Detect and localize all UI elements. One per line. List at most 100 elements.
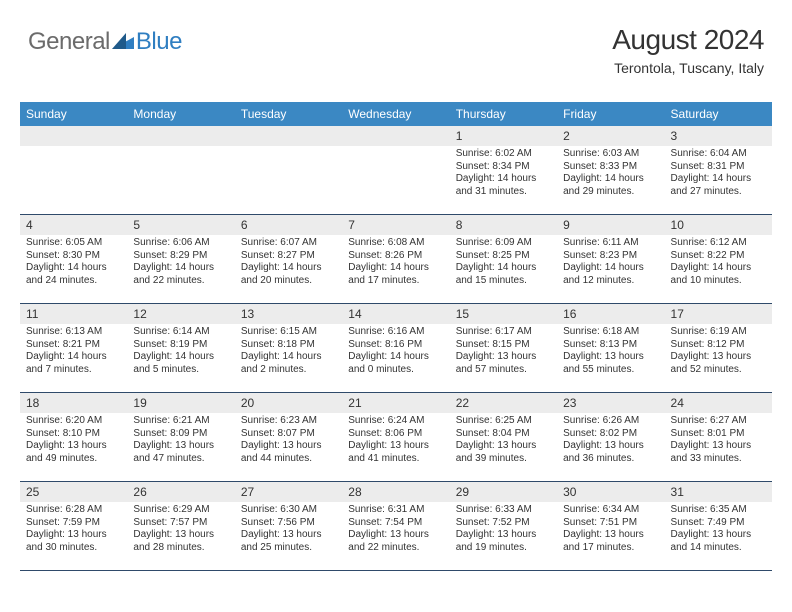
sunset-text: Sunset: 8:22 PM [671, 250, 766, 263]
sunrise-text: Sunrise: 6:33 AM [456, 504, 551, 517]
sunset-text: Sunset: 8:15 PM [456, 339, 551, 352]
day-number: 17 [665, 304, 772, 324]
dow-monday: Monday [127, 102, 234, 126]
sunrise-text: Sunrise: 6:21 AM [133, 415, 228, 428]
day-number [127, 126, 234, 146]
day-body: Sunrise: 6:07 AMSunset: 8:27 PMDaylight:… [235, 235, 342, 291]
daylight-text: Daylight: 14 hours and 27 minutes. [671, 173, 766, 198]
daylight-text: Daylight: 14 hours and 29 minutes. [563, 173, 658, 198]
day-body: Sunrise: 6:06 AMSunset: 8:29 PMDaylight:… [127, 235, 234, 291]
sunset-text: Sunset: 7:54 PM [348, 517, 443, 530]
location-subtitle: Terontola, Tuscany, Italy [612, 60, 764, 76]
day-body: Sunrise: 6:02 AMSunset: 8:34 PMDaylight:… [450, 146, 557, 202]
sunrise-text: Sunrise: 6:02 AM [456, 148, 551, 161]
calendar-day: 23Sunrise: 6:26 AMSunset: 8:02 PMDayligh… [557, 393, 664, 481]
calendar-day: 13Sunrise: 6:15 AMSunset: 8:18 PMDayligh… [235, 304, 342, 392]
sunrise-text: Sunrise: 6:25 AM [456, 415, 551, 428]
day-number: 14 [342, 304, 449, 324]
daylight-text: Daylight: 13 hours and 33 minutes. [671, 440, 766, 465]
day-number: 20 [235, 393, 342, 413]
day-body: Sunrise: 6:08 AMSunset: 8:26 PMDaylight:… [342, 235, 449, 291]
sunrise-text: Sunrise: 6:16 AM [348, 326, 443, 339]
sunrise-text: Sunrise: 6:15 AM [241, 326, 336, 339]
sunrise-text: Sunrise: 6:07 AM [241, 237, 336, 250]
sunrise-text: Sunrise: 6:11 AM [563, 237, 658, 250]
sunrise-text: Sunrise: 6:12 AM [671, 237, 766, 250]
calendar-day: 10Sunrise: 6:12 AMSunset: 8:22 PMDayligh… [665, 215, 772, 303]
daylight-text: Daylight: 13 hours and 39 minutes. [456, 440, 551, 465]
day-number: 4 [20, 215, 127, 235]
calendar-weeks: 1Sunrise: 6:02 AMSunset: 8:34 PMDaylight… [20, 126, 772, 571]
daylight-text: Daylight: 14 hours and 7 minutes. [26, 351, 121, 376]
day-number: 6 [235, 215, 342, 235]
calendar-day: 31Sunrise: 6:35 AMSunset: 7:49 PMDayligh… [665, 482, 772, 570]
calendar-day: 30Sunrise: 6:34 AMSunset: 7:51 PMDayligh… [557, 482, 664, 570]
day-body [235, 146, 342, 152]
sunset-text: Sunset: 7:56 PM [241, 517, 336, 530]
dow-friday: Friday [557, 102, 664, 126]
sunset-text: Sunset: 8:33 PM [563, 161, 658, 174]
sunrise-text: Sunrise: 6:04 AM [671, 148, 766, 161]
calendar-day: 29Sunrise: 6:33 AMSunset: 7:52 PMDayligh… [450, 482, 557, 570]
calendar-day [342, 126, 449, 214]
calendar-day: 18Sunrise: 6:20 AMSunset: 8:10 PMDayligh… [20, 393, 127, 481]
sunrise-text: Sunrise: 6:34 AM [563, 504, 658, 517]
day-number [235, 126, 342, 146]
sunset-text: Sunset: 8:09 PM [133, 428, 228, 441]
day-body [20, 146, 127, 152]
sunset-text: Sunset: 8:31 PM [671, 161, 766, 174]
day-number: 7 [342, 215, 449, 235]
day-body: Sunrise: 6:09 AMSunset: 8:25 PMDaylight:… [450, 235, 557, 291]
title-block: August 2024 Terontola, Tuscany, Italy [612, 24, 764, 76]
calendar-day: 5Sunrise: 6:06 AMSunset: 8:29 PMDaylight… [127, 215, 234, 303]
day-body: Sunrise: 6:13 AMSunset: 8:21 PMDaylight:… [20, 324, 127, 380]
day-number [342, 126, 449, 146]
dow-sunday: Sunday [20, 102, 127, 126]
sunset-text: Sunset: 8:25 PM [456, 250, 551, 263]
calendar-day: 21Sunrise: 6:24 AMSunset: 8:06 PMDayligh… [342, 393, 449, 481]
calendar-day: 15Sunrise: 6:17 AMSunset: 8:15 PMDayligh… [450, 304, 557, 392]
day-body: Sunrise: 6:03 AMSunset: 8:33 PMDaylight:… [557, 146, 664, 202]
day-number: 9 [557, 215, 664, 235]
day-body: Sunrise: 6:35 AMSunset: 7:49 PMDaylight:… [665, 502, 772, 558]
day-body: Sunrise: 6:15 AMSunset: 8:18 PMDaylight:… [235, 324, 342, 380]
day-number: 11 [20, 304, 127, 324]
day-number: 25 [20, 482, 127, 502]
day-body: Sunrise: 6:33 AMSunset: 7:52 PMDaylight:… [450, 502, 557, 558]
day-number: 1 [450, 126, 557, 146]
calendar-day: 27Sunrise: 6:30 AMSunset: 7:56 PMDayligh… [235, 482, 342, 570]
day-body: Sunrise: 6:05 AMSunset: 8:30 PMDaylight:… [20, 235, 127, 291]
day-body: Sunrise: 6:19 AMSunset: 8:12 PMDaylight:… [665, 324, 772, 380]
day-body: Sunrise: 6:20 AMSunset: 8:10 PMDaylight:… [20, 413, 127, 469]
calendar-day: 17Sunrise: 6:19 AMSunset: 8:12 PMDayligh… [665, 304, 772, 392]
day-number: 23 [557, 393, 664, 413]
day-number: 2 [557, 126, 664, 146]
daylight-text: Daylight: 13 hours and 19 minutes. [456, 529, 551, 554]
daylight-text: Daylight: 14 hours and 31 minutes. [456, 173, 551, 198]
day-body: Sunrise: 6:25 AMSunset: 8:04 PMDaylight:… [450, 413, 557, 469]
dow-saturday: Saturday [665, 102, 772, 126]
dow-wednesday: Wednesday [342, 102, 449, 126]
sunrise-text: Sunrise: 6:26 AM [563, 415, 658, 428]
calendar-day: 25Sunrise: 6:28 AMSunset: 7:59 PMDayligh… [20, 482, 127, 570]
calendar-day [235, 126, 342, 214]
day-number: 30 [557, 482, 664, 502]
calendar-day: 6Sunrise: 6:07 AMSunset: 8:27 PMDaylight… [235, 215, 342, 303]
sunrise-text: Sunrise: 6:29 AM [133, 504, 228, 517]
sunset-text: Sunset: 8:27 PM [241, 250, 336, 263]
calendar-day: 4Sunrise: 6:05 AMSunset: 8:30 PMDaylight… [20, 215, 127, 303]
sunset-text: Sunset: 8:16 PM [348, 339, 443, 352]
daylight-text: Daylight: 14 hours and 15 minutes. [456, 262, 551, 287]
day-number: 13 [235, 304, 342, 324]
sunset-text: Sunset: 8:04 PM [456, 428, 551, 441]
sunrise-text: Sunrise: 6:13 AM [26, 326, 121, 339]
calendar-day: 24Sunrise: 6:27 AMSunset: 8:01 PMDayligh… [665, 393, 772, 481]
calendar-day: 19Sunrise: 6:21 AMSunset: 8:09 PMDayligh… [127, 393, 234, 481]
daylight-text: Daylight: 13 hours and 44 minutes. [241, 440, 336, 465]
calendar-day: 16Sunrise: 6:18 AMSunset: 8:13 PMDayligh… [557, 304, 664, 392]
day-body: Sunrise: 6:31 AMSunset: 7:54 PMDaylight:… [342, 502, 449, 558]
sunrise-text: Sunrise: 6:28 AM [26, 504, 121, 517]
day-number [20, 126, 127, 146]
daylight-text: Daylight: 13 hours and 25 minutes. [241, 529, 336, 554]
sunrise-text: Sunrise: 6:31 AM [348, 504, 443, 517]
